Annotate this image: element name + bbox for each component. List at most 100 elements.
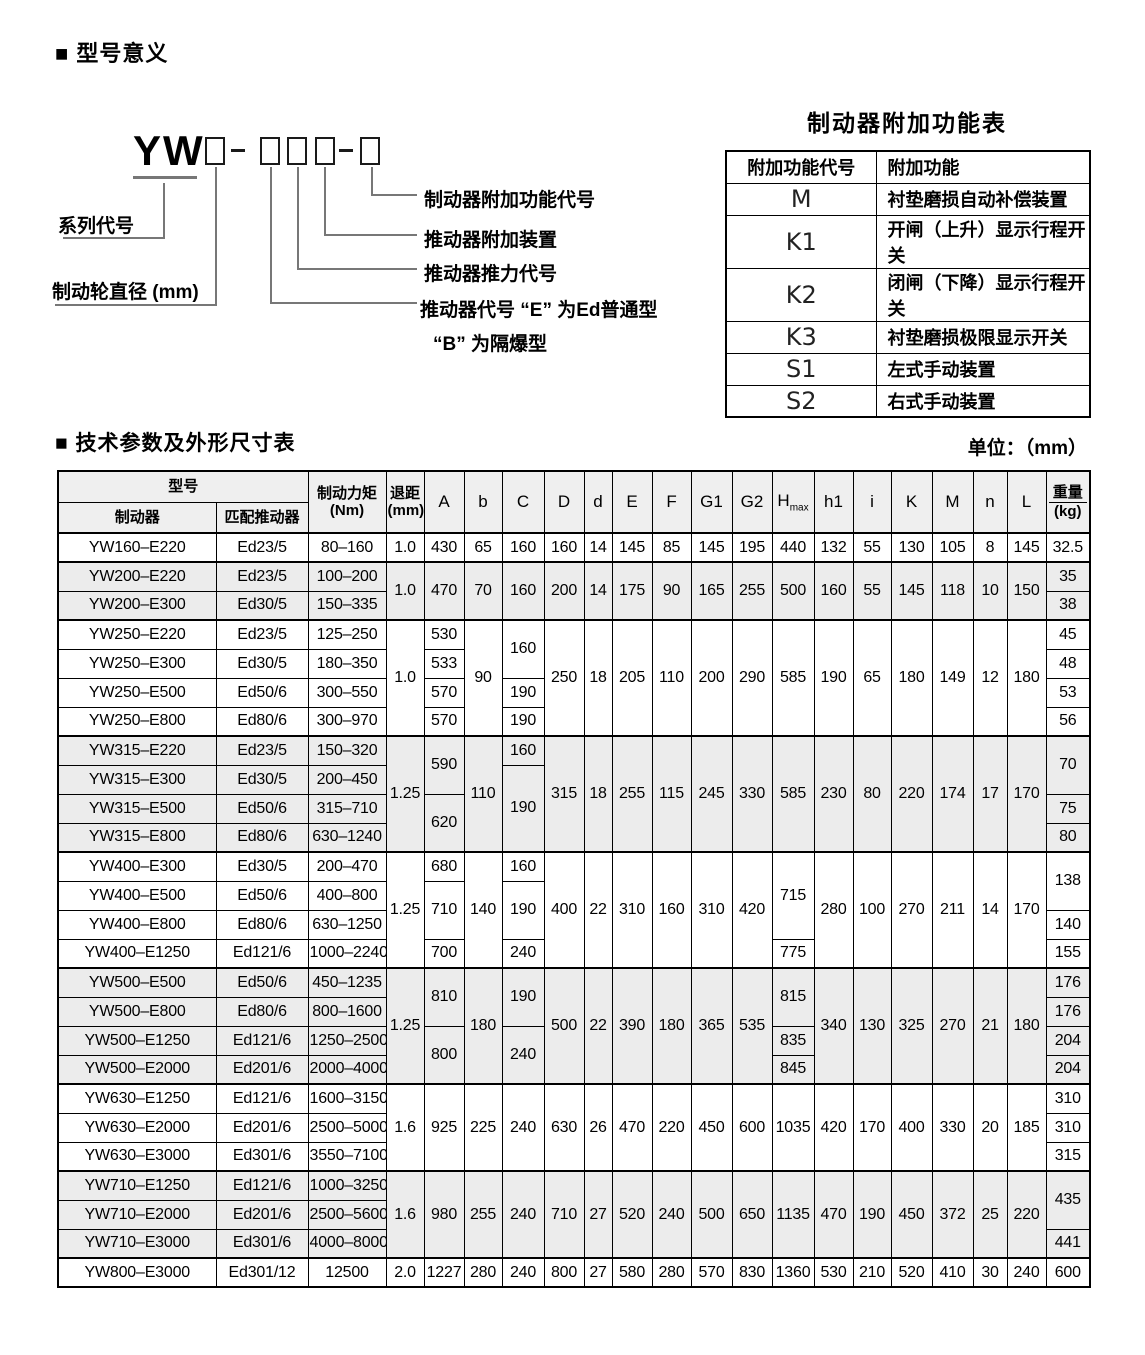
spec-cell: 570 xyxy=(690,1257,733,1288)
spec-cell: 1000–3250 xyxy=(307,1170,387,1201)
spec-cell: 830 xyxy=(731,1257,773,1288)
spec-cell: 75 xyxy=(1045,793,1091,824)
spec-cell: YW500–E2000 xyxy=(57,1054,217,1085)
spec-cell: Ed30/5 xyxy=(215,851,309,882)
spec-cell: 520 xyxy=(890,1257,933,1288)
spec-cell: 435 xyxy=(1045,1170,1091,1230)
spec-cell: 110 xyxy=(651,619,692,737)
spec-header-cell: d xyxy=(583,470,613,534)
model-field-box-thruster-code xyxy=(260,137,280,165)
spec-cell: 420 xyxy=(813,1083,854,1172)
spec-cell: Ed50/6 xyxy=(215,677,309,708)
spec-cell: 330 xyxy=(931,1083,974,1172)
spec-cell: 470 xyxy=(813,1170,854,1259)
spec-cell: 170 xyxy=(1006,735,1047,853)
spec-cell: 255 xyxy=(731,561,773,621)
spec-cell: Ed23/5 xyxy=(215,735,309,766)
spec-cell: 70 xyxy=(1045,735,1091,795)
function-table-row: M 衬垫磨损自动补偿装置 xyxy=(725,182,1091,216)
spec-cell: 315 xyxy=(1045,1141,1091,1172)
spec-cell: 250 xyxy=(543,619,585,737)
spec-header-cell: G1 xyxy=(690,470,733,534)
spec-cell: 310 xyxy=(1045,1112,1091,1143)
connector-line xyxy=(215,167,217,306)
spec-cell: 205 xyxy=(611,619,653,737)
model-field-box-function-code xyxy=(360,137,380,165)
spec-cell: Ed201/6 xyxy=(215,1199,309,1230)
function-code-cell: K3 xyxy=(725,320,877,354)
spec-cell: 190 xyxy=(501,764,545,853)
spec-cell: 315 xyxy=(543,735,585,853)
spec-cell: 180–350 xyxy=(307,648,387,679)
function-desc-cell: 衬垫磨损自动补偿装置 xyxy=(875,182,1091,216)
spec-cell: 130 xyxy=(852,967,892,1085)
spec-header-cell: 型号 xyxy=(57,470,309,503)
spec-cell: 145 xyxy=(690,532,733,563)
spec-cell: 450 xyxy=(690,1083,733,1172)
spec-cell: 14 xyxy=(583,561,613,621)
spec-cell: 100 xyxy=(852,851,892,969)
spec-row: YW630–E3000 Ed301/6 3550–7100 315 xyxy=(57,1141,1091,1172)
spec-cell: 450 xyxy=(890,1170,933,1259)
callout-thruster-code-line1: 推动器代号 “E” 为Ed普通型 xyxy=(420,300,658,321)
spec-cell: 145 xyxy=(611,532,653,563)
spec-cell: Ed50/6 xyxy=(215,793,309,824)
spec-header-cell: G2 xyxy=(731,470,773,534)
callout-thruster-code-line2: “B” 为隔爆型 xyxy=(433,334,548,355)
model-code-dash xyxy=(339,149,353,152)
spec-cell: 180 xyxy=(1006,967,1047,1085)
function-table-row: K1 开闸（上升）显示行程开关 xyxy=(725,214,1091,269)
spec-cell: 2500–5000 xyxy=(307,1112,387,1143)
spec-row: YW400–E300 Ed30/5 200–470 1.25 680 140 160 400 2… xyxy=(57,851,1091,969)
spec-cell: 132 xyxy=(813,532,854,563)
spec-cell: 310 xyxy=(690,851,733,969)
connector-line xyxy=(371,194,417,196)
spec-cell: 85 xyxy=(651,532,692,563)
spec-cell: 630–1240 xyxy=(307,822,387,853)
spec-cell: 160 xyxy=(813,561,854,621)
spec-cell: 38 xyxy=(1045,590,1091,621)
spec-cell: YW630–E2000 xyxy=(57,1112,217,1143)
model-field-box-thruster-force xyxy=(287,137,307,165)
spec-header-cell: h1 xyxy=(813,470,854,534)
spec-cell: Ed121/6 xyxy=(215,1025,309,1056)
spec-row: YW500–E500 Ed50/6 450–1235 1.25 810 180 190 500… xyxy=(57,967,1091,1085)
spec-header-cell: 退距 (mm) xyxy=(385,470,425,534)
spec-cell: 14 xyxy=(972,851,1008,969)
spec-cell: 325 xyxy=(890,967,933,1085)
function-table-header-row: 附加功能代号 附加功能 xyxy=(725,150,1091,184)
spec-header-cell: C xyxy=(501,470,545,534)
spec-cell: 410 xyxy=(931,1257,974,1288)
spec-cell: 240 xyxy=(501,938,545,969)
spec-header-cell: Hmax xyxy=(771,470,815,534)
spec-cell: Ed201/6 xyxy=(215,1112,309,1143)
spec-cell: 180 xyxy=(651,967,692,1085)
spec-cell: 315–710 xyxy=(307,793,387,824)
spec-cell: YW630–E1250 xyxy=(57,1083,217,1114)
spec-cell: 1.6 xyxy=(385,1083,425,1172)
spec-cell: 1.0 xyxy=(385,532,425,563)
spec-cell: 715 xyxy=(771,851,815,940)
spec-cell: 12500 xyxy=(307,1257,387,1288)
spec-cell: 22 xyxy=(583,851,613,969)
spec-cell: Ed301/6 xyxy=(215,1228,309,1259)
spec-cell: 800–1600 xyxy=(307,996,387,1027)
spec-cell: 300–550 xyxy=(307,677,387,708)
spec-cell: 160 xyxy=(501,532,545,563)
spec-cell: 18 xyxy=(583,619,613,737)
connector-line xyxy=(55,304,217,306)
spec-header-cell: M xyxy=(931,470,974,534)
spec-cell: 225 xyxy=(463,1083,503,1172)
spec-cell: 570 xyxy=(423,677,465,708)
spec-cell: 27 xyxy=(583,1257,613,1288)
spec-row: YW400–E800 Ed80/6 630–1250 140 xyxy=(57,909,1091,940)
spec-cell: Ed121/6 xyxy=(215,1083,309,1114)
spec-cell: 14 xyxy=(583,532,613,563)
spec-cell: 585 xyxy=(771,619,815,737)
spec-cell: 195 xyxy=(731,532,773,563)
spec-cell: 160 xyxy=(501,851,545,882)
spec-cell: YW250–E300 xyxy=(57,648,217,679)
spec-cell: 800 xyxy=(423,1025,465,1085)
spec-cell: 1.25 xyxy=(385,735,425,853)
spec-cell: 430 xyxy=(423,532,465,563)
